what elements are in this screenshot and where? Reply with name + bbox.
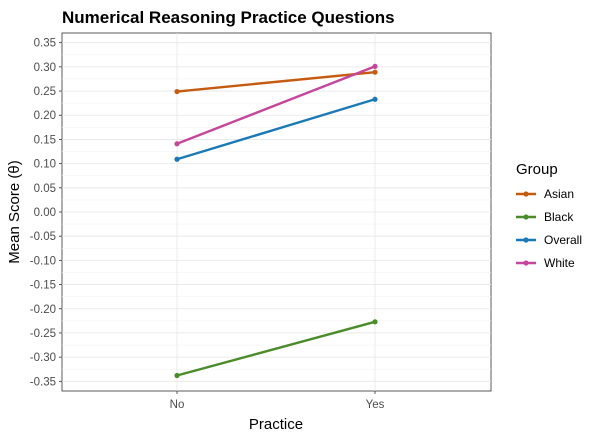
y-tick-label: 0.30 bbox=[34, 62, 56, 74]
legend-label-asian: Asian bbox=[544, 187, 574, 201]
y-tick-label: 0.15 bbox=[34, 134, 56, 146]
y-tick-label: -0.35 bbox=[30, 376, 56, 388]
y-tick-label: -0.25 bbox=[30, 328, 56, 340]
data-point-overall bbox=[372, 96, 378, 102]
legend-key-point-white bbox=[523, 260, 529, 266]
y-tick-label: 0.00 bbox=[34, 207, 56, 219]
legend-label-overall: Overall bbox=[544, 233, 582, 247]
data-point-asian bbox=[372, 69, 378, 75]
legend: Asian Black Overall White bbox=[516, 187, 582, 270]
data-point-black bbox=[372, 319, 378, 325]
y-tick-label: 0.10 bbox=[34, 159, 56, 171]
y-tick-label: -0.15 bbox=[30, 280, 56, 292]
y-tick-label: 0.20 bbox=[34, 110, 56, 122]
series-line-black bbox=[176, 320, 376, 377]
legend-label-white: White bbox=[544, 256, 575, 270]
data-point-overall bbox=[174, 156, 180, 162]
legend-key-point-black bbox=[523, 214, 529, 220]
data-point-white bbox=[174, 141, 180, 147]
gridlines bbox=[62, 33, 491, 391]
data-point-black bbox=[174, 372, 180, 379]
data-point-white bbox=[372, 63, 378, 69]
y-tick-label: 0.25 bbox=[34, 86, 56, 98]
legend-label-black: Black bbox=[544, 210, 574, 224]
y-tick-label: 0.35 bbox=[34, 38, 56, 50]
series-line-asian bbox=[176, 70, 376, 93]
series-line-white bbox=[176, 65, 376, 145]
y-tick-label: -0.30 bbox=[30, 352, 56, 364]
x-tick-label: No bbox=[170, 399, 185, 411]
x-axis-label: Practice bbox=[249, 416, 303, 433]
y-tick-label: 0.05 bbox=[34, 183, 56, 195]
y-tick-label: -0.10 bbox=[30, 255, 56, 267]
y-axis-label: Mean Score (θ) bbox=[6, 160, 23, 263]
series-lines bbox=[174, 63, 378, 379]
y-tick-label: -0.05 bbox=[30, 231, 56, 243]
data-point-asian bbox=[174, 88, 180, 95]
legend-title: Group bbox=[516, 161, 558, 178]
y-tick-label: -0.20 bbox=[30, 304, 56, 316]
legend-key-point-overall bbox=[523, 237, 529, 243]
y-axis-ticks: 0.35 0.30 0.25 0.20 0.15 0.10 0.05 0.00 -0.05 -0.… bbox=[30, 38, 62, 388]
legend-key-point-asian bbox=[523, 191, 529, 197]
x-tick-label: Yes bbox=[366, 399, 385, 411]
series-line-overall bbox=[176, 98, 376, 161]
x-axis-ticks: No Yes bbox=[170, 391, 385, 411]
chart-title: Numerical Reasoning Practice Questions bbox=[62, 8, 395, 27]
